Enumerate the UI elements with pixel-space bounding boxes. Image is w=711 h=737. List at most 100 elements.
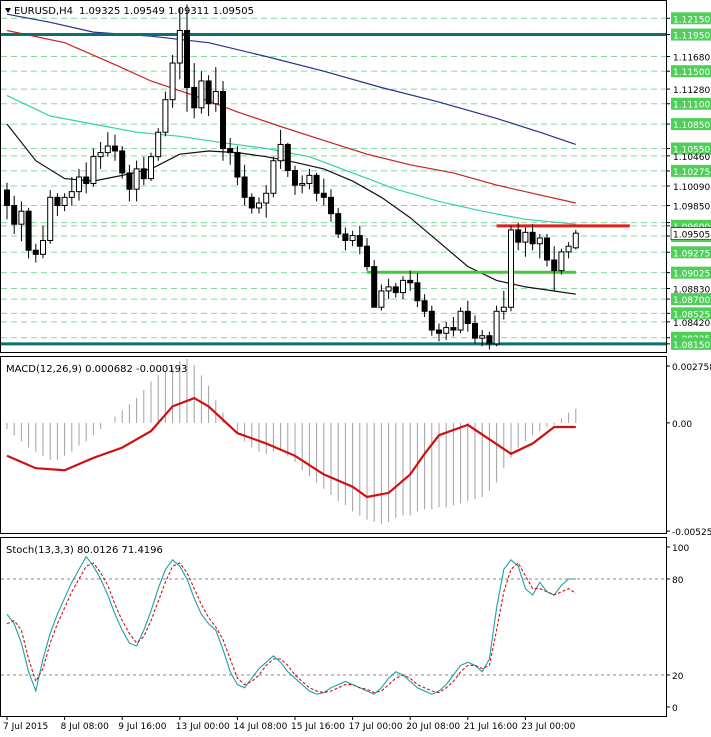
- macd-header: MACD(12,26,9) 0.000682 -0.000193: [6, 364, 187, 375]
- bearish-candle: [551, 259, 558, 272]
- bullish-candle: [256, 202, 262, 209]
- bearish-candle: [112, 145, 118, 152]
- bullish-candle: [270, 160, 277, 194]
- bullish-candle: [536, 237, 543, 245]
- bearish-candle: [205, 80, 212, 105]
- time-tick-label: 21 Jul 16:00: [464, 722, 518, 732]
- price-tick-label: 1.11280: [673, 86, 710, 96]
- horizontal-levels[interactable]: [1, 33, 666, 346]
- time-tick-label: 8 Jul 08:00: [61, 722, 110, 732]
- bullish-candle: [558, 251, 565, 272]
- macd-signal-line: [6, 396, 576, 499]
- macd-pane: 0.002758 0.00 -0.005253: [6, 358, 711, 538]
- moving-averages: [6, 13, 576, 295]
- bearish-candle: [335, 213, 342, 235]
- bearish-candle: [248, 196, 255, 209]
- bullish-candle: [572, 232, 579, 249]
- macd-tick-label: 0.002758: [672, 363, 711, 373]
- bearish-candle: [313, 174, 320, 194]
- time-tick-label: 15 Jul 16:00: [291, 722, 345, 732]
- bearish-candle: [32, 249, 39, 255]
- bearish-candle: [371, 266, 378, 308]
- bearish-candle: [126, 172, 133, 190]
- bullish-candle: [522, 231, 529, 243]
- bullish-candle: [500, 306, 507, 312]
- bullish-candle: [400, 279, 406, 294]
- bullish-candle: [76, 176, 82, 193]
- time-tick-label: 23 Jul 00:00: [521, 722, 575, 732]
- bullish-candle: [68, 191, 75, 198]
- bullish-candle: [277, 143, 284, 162]
- bearish-candle: [119, 150, 126, 174]
- bullish-candle: [104, 145, 111, 154]
- stoch-header: Stoch(13,3,3) 80.0126 71.4196: [6, 545, 163, 556]
- bullish-candle: [61, 196, 68, 206]
- bearish-candle: [342, 233, 349, 241]
- price-label-box: [671, 97, 711, 110]
- bearish-candle: [11, 204, 18, 225]
- bullish-candle: [148, 156, 154, 180]
- macd-pane-frame: [0, 356, 667, 534]
- price-tick-label: 1.10275: [673, 168, 710, 178]
- bearish-candle: [234, 152, 241, 178]
- main-pane-frame: [0, 0, 667, 353]
- bearish-candle: [4, 189, 10, 206]
- symbol-label: EURUSD,H4: [14, 6, 73, 17]
- ohlc-values: 1.09325 1.09549 1.09311 1.09505: [79, 6, 254, 17]
- bearish-candle: [292, 169, 298, 186]
- time-tick-label: 13 Jul 00:00: [176, 722, 230, 732]
- bullish-candle: [90, 156, 97, 185]
- bearish-candle: [140, 168, 147, 180]
- bearish-candle: [220, 91, 226, 150]
- time-tick-label: 17 Jul 00:00: [349, 722, 403, 732]
- time-axis: 7 Jul 2015 8 Jul 08:00 9 Jul 16:00 13 Jul 0…: [3, 716, 576, 732]
- bullish-candle: [378, 290, 385, 308]
- price-tick-label: 1.08830: [673, 286, 710, 296]
- price-tick-label: 1.10550: [673, 146, 710, 156]
- bullish-candle: [97, 152, 104, 158]
- price-label-box: [671, 12, 711, 25]
- price-tick-label: 1.11950: [673, 32, 710, 42]
- bearish-candle: [83, 176, 90, 185]
- current-price-box: [670, 227, 711, 240]
- dropdown-triangle-icon[interactable]: [5, 8, 11, 13]
- bearish-candle: [54, 196, 61, 206]
- bearish-candle: [529, 231, 536, 245]
- bullish-candle: [162, 99, 169, 133]
- stoch-tick-label: 20: [672, 672, 684, 682]
- moving-average-line: [6, 29, 576, 204]
- bullish-candle: [176, 29, 183, 64]
- bearish-candle: [464, 310, 471, 325]
- price-tick-label: 1.08700: [673, 296, 710, 306]
- time-tick-label: 20 Jul 08:00: [406, 722, 460, 732]
- macd-tick-label: -0.005253: [672, 528, 711, 538]
- bearish-candle: [544, 237, 550, 261]
- stoch-tick-label: 100: [672, 544, 689, 554]
- bullish-candle: [263, 192, 270, 204]
- price-tick-label: 1.10460: [673, 153, 710, 163]
- bearish-candle: [472, 323, 478, 339]
- bearish-candle: [364, 245, 370, 268]
- bullish-candle: [47, 196, 54, 241]
- macd-tick-label: 0.00: [672, 420, 692, 430]
- bullish-candle: [169, 62, 176, 101]
- bullish-candle: [385, 286, 392, 292]
- bearish-candle: [392, 286, 399, 294]
- price-tick-label: 1.11100: [673, 101, 710, 111]
- bearish-candle: [407, 279, 414, 284]
- price-label-box: [671, 337, 711, 350]
- bullish-candle: [198, 80, 205, 109]
- price-tick-label: 1.09850: [673, 202, 710, 212]
- bearish-candle: [421, 300, 428, 312]
- price-label-box: [671, 164, 711, 177]
- bullish-candle: [212, 91, 219, 105]
- price-label-box: [671, 307, 711, 320]
- main-price-grid: [1, 17, 666, 345]
- bearish-candle: [414, 282, 421, 302]
- stoch-tick-label: 0: [672, 704, 678, 714]
- price-tick-label: 1.09275: [673, 249, 710, 259]
- bullish-candle: [155, 131, 162, 158]
- bullish-candle: [40, 239, 46, 255]
